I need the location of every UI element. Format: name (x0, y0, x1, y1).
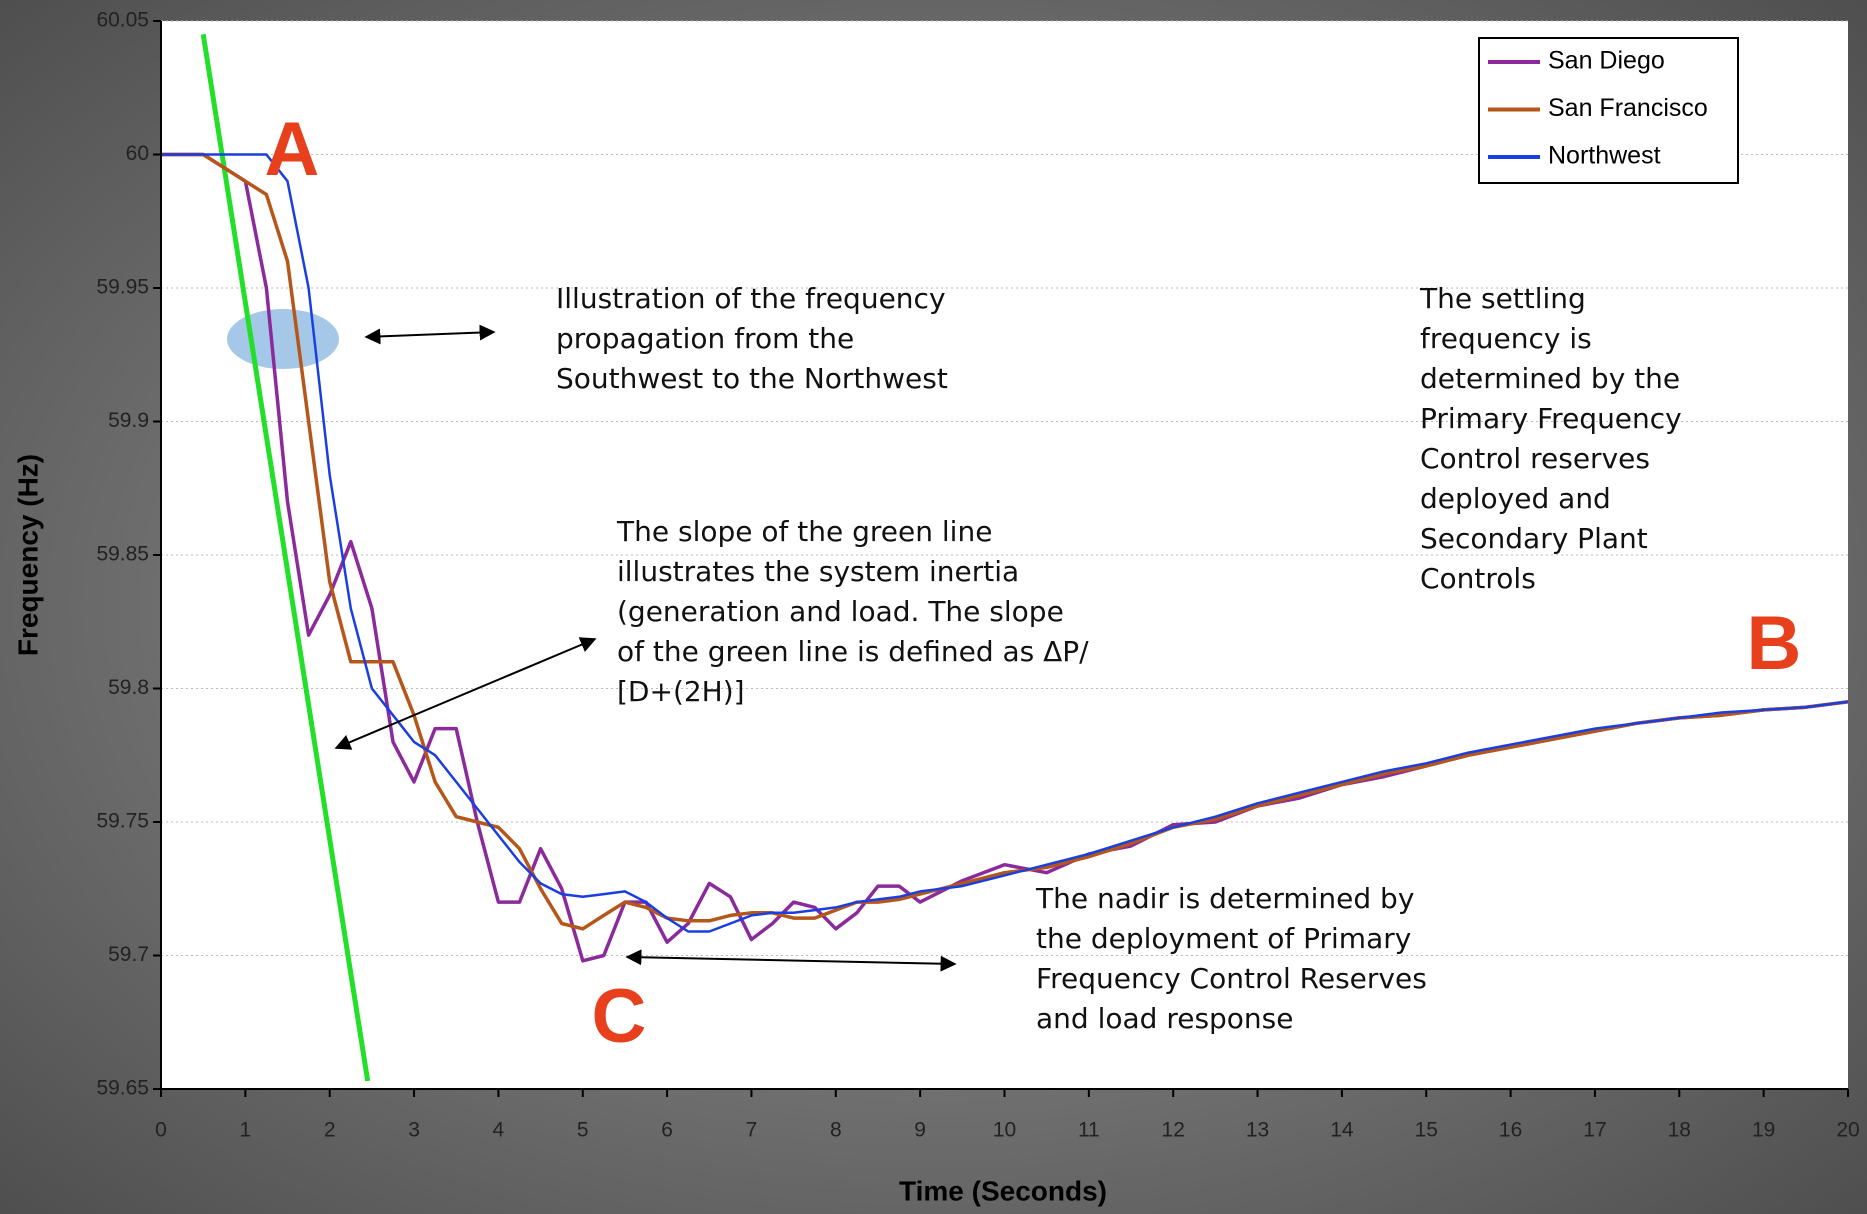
annotation: of the green line is defined as ΔP/ (617, 635, 1089, 668)
arrow (364, 324, 496, 345)
x-tick-label: 13 (1246, 1119, 1269, 1142)
x-tick-label: 5 (577, 1119, 589, 1142)
legend-label: San Diego (1548, 47, 1665, 75)
annotation: (generation and load. The slope (617, 595, 1064, 628)
y-tick-label: 59.7 (108, 943, 149, 966)
y-tick-label: 59.9 (108, 409, 149, 432)
annotation: The slope of the green line (616, 515, 992, 548)
y-tick-label: 59.8 (108, 676, 149, 699)
annotation: Secondary Plant (1420, 522, 1648, 555)
point-marker: A (265, 107, 320, 192)
x-tick-label: 17 (1583, 1119, 1606, 1142)
y-tick-label: 60.05 (96, 9, 149, 32)
legend-label: San Francisco (1548, 94, 1708, 122)
annotation: [D+(2H)] (617, 675, 745, 708)
arrow (625, 949, 957, 972)
x-tick-label: 4 (493, 1119, 505, 1142)
annotation: frequency is (1420, 322, 1592, 355)
x-tick-label: 7 (746, 1119, 758, 1142)
x-axis-title: Time (Seconds) (899, 1175, 1107, 1206)
annotation: the deployment of Primary (1036, 922, 1411, 955)
legend-label: Northwest (1548, 142, 1661, 170)
x-tick-label: 15 (1415, 1119, 1438, 1142)
annotation: Control reserves (1420, 442, 1650, 475)
x-tick-label: 12 (1162, 1119, 1185, 1142)
point-marker: B (1747, 601, 1802, 686)
x-tick-label: 2 (324, 1119, 336, 1142)
x-tick-label: 3 (408, 1119, 420, 1142)
y-tick-label: 60 (126, 142, 149, 165)
annotation: determined by the (1420, 362, 1680, 395)
point-marker: C (592, 974, 647, 1059)
x-tick-label: 10 (993, 1119, 1016, 1142)
x-tick-label: 16 (1499, 1119, 1522, 1142)
annotation: and load response (1036, 1002, 1294, 1035)
x-tick-label: 14 (1330, 1119, 1354, 1142)
x-tick-label: 11 (1078, 1119, 1100, 1142)
annotation: Illustration of the frequency (556, 282, 946, 315)
annotation: Southwest to the Northwest (556, 362, 948, 395)
annotation: illustrates the system inertia (617, 555, 1019, 588)
arrow (334, 637, 597, 750)
x-tick-label: 19 (1752, 1119, 1775, 1142)
x-tick-label: 8 (830, 1119, 842, 1142)
x-tick-label: 6 (661, 1119, 673, 1142)
x-tick-label: 18 (1668, 1119, 1691, 1142)
x-tick-label: 20 (1836, 1119, 1859, 1142)
annotation: Frequency Control Reserves (1036, 962, 1427, 995)
annotation: The settling (1419, 282, 1586, 315)
annotation: The nadir is determined by (1035, 882, 1414, 915)
annotation: Primary Frequency (1420, 402, 1682, 435)
y-tick-label: 59.95 (96, 276, 149, 299)
highlight-ellipse (227, 309, 339, 369)
annotation: deployed and (1420, 482, 1611, 515)
annotation: propagation from the (556, 322, 854, 355)
annotation: Controls (1420, 562, 1536, 595)
y-tick-label: 59.65 (96, 1077, 149, 1100)
inertia-line (200, 33, 371, 1082)
y-tick-label: 59.85 (96, 543, 149, 566)
y-tick-label: 59.75 (96, 810, 149, 833)
x-tick-label: 1 (240, 1119, 252, 1142)
legend: San Diego San Francisco Northwest (1478, 37, 1739, 184)
x-tick-label: 0 (155, 1119, 167, 1142)
x-tick-label: 9 (914, 1119, 926, 1142)
y-axis-title: Frequency (Hz) (12, 454, 43, 656)
